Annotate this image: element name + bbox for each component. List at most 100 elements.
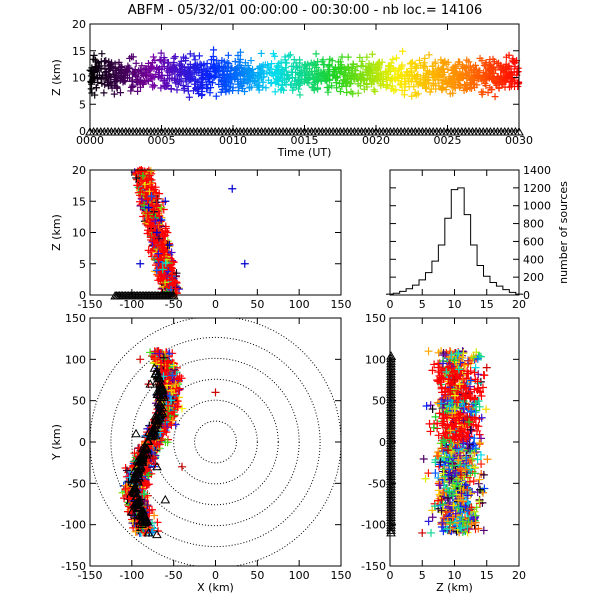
- source-marker: [130, 53, 137, 60]
- y-tick-label: 0: [79, 289, 86, 302]
- source-marker: [117, 89, 124, 96]
- source-marker: [425, 517, 433, 525]
- range-ring: [195, 421, 237, 463]
- source-marker: [343, 89, 350, 96]
- source-marker: [480, 526, 488, 534]
- x-tick-label: 0010: [219, 134, 247, 147]
- x-tick-label: 50: [250, 298, 264, 311]
- source-marker: [389, 56, 396, 63]
- source-marker: [348, 88, 355, 95]
- y-tick-label: 15: [72, 195, 86, 208]
- source-marker: [196, 52, 203, 59]
- source-point: [178, 463, 186, 471]
- x-tick-label: 100: [289, 298, 310, 311]
- source-marker: [435, 479, 443, 487]
- source-marker: [408, 93, 415, 100]
- y-tick-label: 5: [79, 258, 86, 271]
- source-marker: [150, 53, 157, 60]
- source-marker: [173, 86, 180, 93]
- y-tick-label: 10: [72, 72, 86, 85]
- source-point: [228, 185, 236, 193]
- source-marker: [151, 82, 158, 89]
- source-cloud: [420, 347, 492, 537]
- histogram-bin: [438, 245, 444, 295]
- y-tick-label: 200: [523, 271, 544, 284]
- source-marker: [345, 54, 352, 61]
- source-marker: [100, 89, 107, 96]
- y-tick-label: 1200: [523, 182, 551, 195]
- histogram-bin: [458, 188, 464, 295]
- histogram-bin: [471, 245, 477, 295]
- source-marker: [210, 46, 217, 53]
- y-tick-label: 10: [72, 227, 86, 240]
- source-marker: [285, 52, 292, 59]
- source-marker: [91, 52, 98, 59]
- x-tick-label: -50: [165, 569, 183, 582]
- y-axis-label: Y (km): [50, 424, 63, 461]
- range-rings: [90, 317, 341, 568]
- y-tick-label: 1000: [523, 200, 551, 213]
- y-tick-label: 15: [72, 45, 86, 58]
- source-marker: [427, 529, 435, 537]
- source-marker: [337, 88, 344, 95]
- x-tick-label: 0: [212, 298, 219, 311]
- x-tick-label: 100: [289, 569, 310, 582]
- source-marker: [488, 86, 495, 93]
- source-marker: [258, 50, 265, 57]
- y-tick-label: 0: [79, 436, 86, 449]
- source-marker: [426, 420, 434, 428]
- x-axis-label: Time (UT): [277, 146, 332, 159]
- plot-frame: [90, 170, 341, 295]
- y-axis-label: Z (km): [50, 59, 63, 96]
- y-tick-label: 5: [79, 98, 86, 111]
- source-marker: [427, 401, 435, 409]
- x-tick-label: 0020: [362, 134, 390, 147]
- source-marker: [210, 53, 217, 60]
- x-tick-label: 0: [387, 298, 394, 311]
- histogram-bin: [445, 218, 451, 295]
- source-marker: [313, 50, 320, 57]
- source-marker: [272, 88, 279, 95]
- source-marker: [426, 51, 433, 58]
- source-point: [212, 388, 220, 396]
- histogram-bin: [425, 273, 431, 295]
- y-tick-label: -50: [68, 477, 86, 490]
- source-marker: [399, 48, 406, 55]
- source-marker: [172, 53, 179, 60]
- source-marker: [371, 88, 378, 95]
- x-tick-label: -100: [119, 298, 144, 311]
- source-marker: [338, 53, 345, 60]
- histogram-bin: [464, 215, 470, 295]
- x-tick-label: 10: [448, 298, 462, 311]
- x-tick-label: 150: [331, 569, 352, 582]
- y-tick-label: 20: [72, 18, 86, 31]
- x-tick-label: 0030: [505, 134, 533, 147]
- source-marker: [432, 413, 440, 421]
- source-marker: [483, 455, 491, 463]
- y-tick-label: 400: [523, 253, 544, 266]
- x-tick-label: 0005: [148, 134, 176, 147]
- y-tick-label: 0: [79, 125, 86, 138]
- histogram-bin: [496, 286, 502, 295]
- source-marker: [492, 93, 499, 100]
- histogram-bin: [503, 290, 509, 295]
- plot-frame: [90, 318, 341, 566]
- source-marker: [355, 90, 362, 97]
- x-axis-label: X (km): [197, 581, 234, 594]
- source-marker: [225, 52, 232, 59]
- x-tick-label: 0025: [434, 134, 462, 147]
- x-tick-label: 5: [419, 298, 426, 311]
- source-marker: [186, 94, 193, 101]
- y-axis-label: number of sources: [557, 181, 570, 284]
- station-triangle: [161, 496, 169, 503]
- x-tick-label: 50: [250, 569, 264, 582]
- range-ring: [90, 317, 341, 568]
- source-marker: [473, 377, 481, 385]
- station-triangle: [132, 430, 140, 437]
- histogram-bin: [451, 190, 457, 295]
